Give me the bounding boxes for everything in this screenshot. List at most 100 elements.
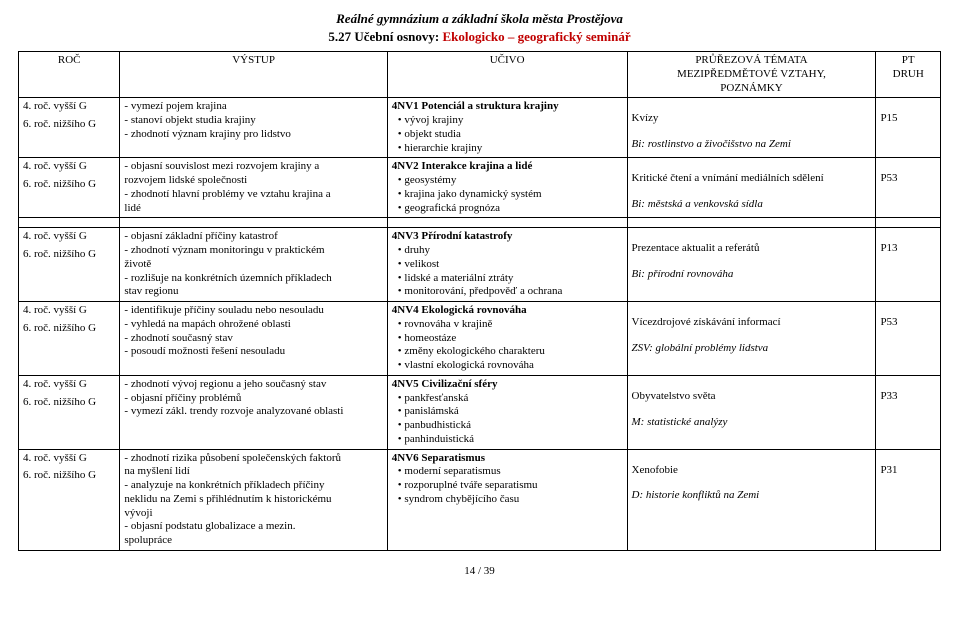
table-row: 4. roč. vyšší G6. roč. nižšího G- identi… [19, 302, 941, 376]
col-ucivo: UČIVO [387, 52, 627, 98]
ucivo-item: rovnováha v krajině [398, 318, 623, 332]
spacer-cell [876, 218, 941, 228]
ucivo-item: pankřesťanská [398, 392, 623, 406]
spacer-cell [387, 218, 627, 228]
ucivo-item: syndrom chybějícího času [398, 493, 623, 507]
spacer-row [19, 218, 941, 228]
table-row: 4. roč. vyšší G 6. roč. nižšího G - zhodno… [19, 375, 941, 449]
roc-cell: 4. roč. vyšší G 6. roč. nižšího G [19, 375, 120, 449]
spacer-cell [120, 218, 387, 228]
vystup-cell: - vymezí pojem krajina - stanoví objekt … [120, 98, 387, 158]
roc-bottom: 6. roč. nižšího G [23, 248, 115, 262]
vystup-cell: - objasní souvislost mezi rozvojem kraji… [120, 158, 387, 218]
header-line2-red: Ekologicko – geografický seminář [442, 29, 630, 44]
roc-bottom: 6. roč. nižšího G [23, 396, 115, 410]
ucivo-item: panbudhistická [398, 419, 623, 433]
ucivo-list: moderní separatismusrozporuplné tváře se… [392, 465, 623, 506]
pozn-top: Vícezdrojové získávání informací [632, 316, 872, 330]
pt-cell: P53 [876, 158, 941, 218]
pt-cell: P33 [876, 375, 941, 449]
pozn-top: Xenofobie [632, 464, 872, 478]
pozn-top: Prezentace aktualit a referátů [632, 242, 872, 256]
vystup-cell: - identifikuje příčiny souladu nebo neso… [120, 302, 387, 376]
ucivo-cell: 4NV5 Civilizační sférypankřesťanskápanis… [387, 375, 627, 449]
table-row: 4. roč. vyšší G 6. roč. nižšího G - vymezí… [19, 98, 941, 158]
roc-bottom: 6. roč. nižšího G [23, 322, 115, 336]
ucivo-item: velikost [398, 258, 623, 272]
roc-top: 4. roč. vyšší G [23, 230, 115, 244]
col-vystup: VÝSTUP [120, 52, 387, 98]
ucivo-item: moderní separatismus [398, 465, 623, 479]
col-pt: PT DRUH [876, 52, 941, 98]
spacer-cell [627, 218, 876, 228]
roc-bottom: 6. roč. nižšího G [23, 118, 115, 132]
roc-top: 4. roč. vyšší G [23, 452, 115, 466]
ucivo-title: 4NV6 Separatismus [392, 452, 623, 466]
roc-cell: 4. roč. vyšší G 6. roč. nižšího G [19, 98, 120, 158]
roc-top: 4. roč. vyšší G [23, 160, 115, 174]
col-pozn: PRŮŘEZOVÁ TÉMATA MEZIPŘEDMĚTOVÉ VZTAHY, … [627, 52, 876, 98]
curriculum-table: ROČ VÝSTUP UČIVO PRŮŘEZOVÁ TÉMATA MEZIPŘ… [18, 51, 941, 551]
pozn-bottom: M: statistické analýzy [632, 416, 872, 430]
roc-top: 4. roč. vyšší G [23, 378, 115, 392]
roc-bottom: 6. roč. nižšího G [23, 469, 115, 483]
vystup-cell: - zhodnotí vývoj regionu a jeho současný… [120, 375, 387, 449]
roc-top: 4. roč. vyšší G [23, 100, 115, 114]
pozn-cell: Kvízy Bi: rostlinstvo a živočišstvo na Ze… [627, 98, 876, 158]
pt-code: P13 [880, 242, 936, 256]
ucivo-cell: 4NV1 Potenciál a struktura krajinyvývoj … [387, 98, 627, 158]
pozn-cell: Kritické čtení a vnímání mediálních sděl… [627, 158, 876, 218]
ucivo-item: homeostáze [398, 332, 623, 346]
ucivo-item: panhinduistická [398, 433, 623, 447]
col-roc: ROČ [19, 52, 120, 98]
pozn-top: Kvízy [632, 112, 872, 126]
pozn-cell: Xenofobie D: historie konfliktů na Zemi [627, 449, 876, 550]
ucivo-list: pankřesťanskápanislámskápanbudhistickápa… [392, 392, 623, 447]
pt-code: P53 [880, 172, 936, 186]
vystup-cell: - objasní základní příčiny katastrof - z… [120, 228, 387, 302]
ucivo-cell: 4NV3 Přírodní katastrofydruhyvelikostlid… [387, 228, 627, 302]
ucivo-title: 4NV2 Interakce krajina a lidé [392, 160, 623, 174]
page-header: Reálné gymnázium a základní škola města … [18, 10, 941, 45]
ucivo-cell: 4NV2 Interakce krajina a lidégeosystémyk… [387, 158, 627, 218]
table-header-row: ROČ VÝSTUP UČIVO PRŮŘEZOVÁ TÉMATA MEZIPŘ… [19, 52, 941, 98]
ucivo-cell: 4NV4 Ekologická rovnováharovnováha v kra… [387, 302, 627, 376]
roc-cell: 4. roč. vyšší G 6. roč. nižšího G [19, 158, 120, 218]
roc-cell: 4. roč. vyšší G6. roč. nižšího G [19, 302, 120, 376]
pt-code: P53 [880, 316, 936, 330]
spacer-cell [19, 218, 120, 228]
roc-cell: 4. roč. vyšší G 6. roč. nižšího G [19, 228, 120, 302]
ucivo-title: 4NV5 Civilizační sféry [392, 378, 623, 392]
pt-cell: P13 [876, 228, 941, 302]
page-footer: 14 / 39 [18, 565, 941, 577]
ucivo-item: geografická prognóza [398, 202, 623, 216]
pt-code: P33 [880, 390, 936, 404]
ucivo-item: monitorování, předpověď a ochrana [398, 285, 623, 299]
ucivo-item: vývoj krajiny [398, 114, 623, 128]
roc-cell: 4. roč. vyšší G 6. roč. nižšího G [19, 449, 120, 550]
ucivo-item: krajina jako dynamický systém [398, 188, 623, 202]
ucivo-list: vývoj krajinyobjekt studiahierarchie kra… [392, 114, 623, 155]
ucivo-item: vlastní ekologická rovnováha [398, 359, 623, 373]
ucivo-title: 4NV1 Potenciál a struktura krajiny [392, 100, 623, 114]
ucivo-item: změny ekologického charakteru [398, 345, 623, 359]
pozn-cell: Vícezdrojové získávání informacíZSV: glo… [627, 302, 876, 376]
pt-code: P31 [880, 464, 936, 478]
pozn-bottom: D: historie konfliktů na Zemi [632, 489, 872, 503]
ucivo-item: geosystémy [398, 174, 623, 188]
ucivo-title: 4NV4 Ekologická rovnováha [392, 304, 623, 318]
ucivo-item: objekt studia [398, 128, 623, 142]
ucivo-list: rovnováha v krajiněhomeostázezměny ekolo… [392, 318, 623, 373]
pt-code: P15 [880, 112, 936, 126]
pozn-top: Kritické čtení a vnímání mediálních sděl… [632, 172, 872, 186]
ucivo-item: rozporuplné tváře separatismu [398, 479, 623, 493]
pozn-bottom: Bi: přírodní rovnováha [632, 268, 872, 282]
pozn-bottom: Bi: rostlinstvo a živočišstvo na Zemi [632, 138, 872, 152]
roc-bottom: 6. roč. nižšího G [23, 178, 115, 192]
table-row: 4. roč. vyšší G6. roč. nižšího G - zhodn… [19, 449, 941, 550]
ucivo-title: 4NV3 Přírodní katastrofy [392, 230, 623, 244]
ucivo-item: lidské a materiální ztráty [398, 272, 623, 286]
table-row: 4. roč. vyšší G 6. roč. nižšího G - objasn… [19, 158, 941, 218]
header-line2-prefix: 5.27 Učební osnovy: [328, 29, 442, 44]
pozn-top: Obyvatelstvo světa [632, 390, 872, 404]
